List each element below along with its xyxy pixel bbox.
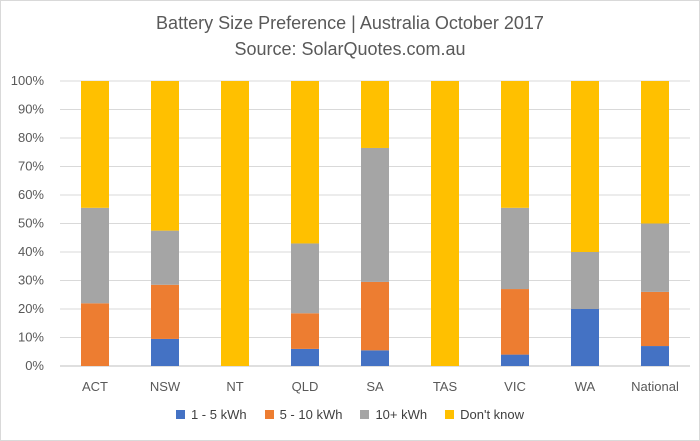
bar-segment	[571, 309, 599, 366]
y-tick-label: 90%	[18, 102, 44, 117]
bar-segment	[571, 252, 599, 309]
y-tick-label: 30%	[18, 273, 44, 288]
y-tick-label: 40%	[18, 244, 44, 259]
y-tick-label: 20%	[18, 301, 44, 316]
legend-label: Don't know	[460, 407, 525, 422]
x-tick-label: QLD	[292, 379, 319, 394]
bar-segment	[641, 81, 669, 224]
x-tick-label: TAS	[433, 379, 458, 394]
x-tick-label: ACT	[82, 379, 108, 394]
y-tick-label: 0%	[25, 358, 44, 373]
legend: 1 - 5 kWh 5 - 10 kWh 10+ kWh Don't know	[0, 407, 700, 422]
y-tick-label: 80%	[18, 130, 44, 145]
legend-item: 1 - 5 kWh	[175, 407, 247, 422]
legend-label: 10+ kWh	[375, 407, 428, 422]
bar-segment	[641, 223, 669, 292]
bar-segment	[291, 81, 319, 244]
bar-segment	[361, 81, 389, 148]
y-tick-label: 100%	[11, 73, 45, 88]
x-tick-label: NSW	[150, 379, 181, 394]
x-tick-label: SA	[366, 379, 384, 394]
y-axis-tick-labels: 0% 10% 20% 30% 40% 50% 60% 70% 80% 90% 100%	[11, 73, 45, 373]
y-tick-label: 70%	[18, 159, 44, 174]
bar-segment	[501, 207, 529, 290]
bar-segment	[81, 303, 109, 366]
x-axis-tick-labels: ACT NSW NT QLD SA TAS VIC WA National	[82, 379, 679, 394]
chart-subtitle: Source: SolarQuotes.com.au	[234, 39, 466, 59]
legend-swatch	[445, 410, 455, 419]
chart-title: Battery Size Preference | Australia Octo…	[156, 13, 544, 33]
bar-segment	[571, 81, 599, 252]
y-tick-label: 60%	[18, 187, 44, 202]
bar-segment	[151, 338, 179, 366]
legend-label: 1 - 5 kWh	[190, 407, 247, 422]
bar-segment	[501, 354, 529, 366]
x-tick-label: NT	[226, 379, 243, 394]
legend-item: Don't know	[445, 407, 524, 422]
bars	[81, 81, 669, 366]
legend-swatch	[175, 410, 185, 419]
x-tick-label: National	[631, 379, 679, 394]
bar-segment	[501, 289, 529, 355]
legend-swatch	[360, 410, 370, 419]
bar-segment	[501, 81, 529, 208]
bar-segment	[151, 230, 179, 285]
bar-segment	[221, 81, 249, 366]
legend-label: 5 - 10 kWh	[279, 407, 343, 422]
bar-segment	[81, 81, 109, 208]
bar-segment	[291, 243, 319, 314]
y-tick-label: 50%	[18, 216, 44, 231]
x-tick-label: VIC	[504, 379, 526, 394]
bar-segment	[291, 348, 319, 366]
legend-item: 10+ kWh	[360, 407, 427, 422]
bar-segment	[81, 207, 109, 304]
y-tick-label: 10%	[18, 330, 44, 345]
bar-segment	[361, 147, 389, 282]
bar-segment	[641, 346, 669, 366]
bar-segment	[361, 281, 389, 351]
legend-item: 5 - 10 kWh	[264, 407, 343, 422]
bar-segment	[151, 81, 179, 231]
bar-segment	[431, 81, 459, 366]
bar-segment	[641, 291, 669, 347]
bar-segment	[361, 350, 389, 366]
bar-segment	[291, 313, 319, 349]
x-tick-label: WA	[575, 379, 596, 394]
bar-segment	[151, 284, 179, 339]
legend-swatch	[264, 410, 274, 419]
